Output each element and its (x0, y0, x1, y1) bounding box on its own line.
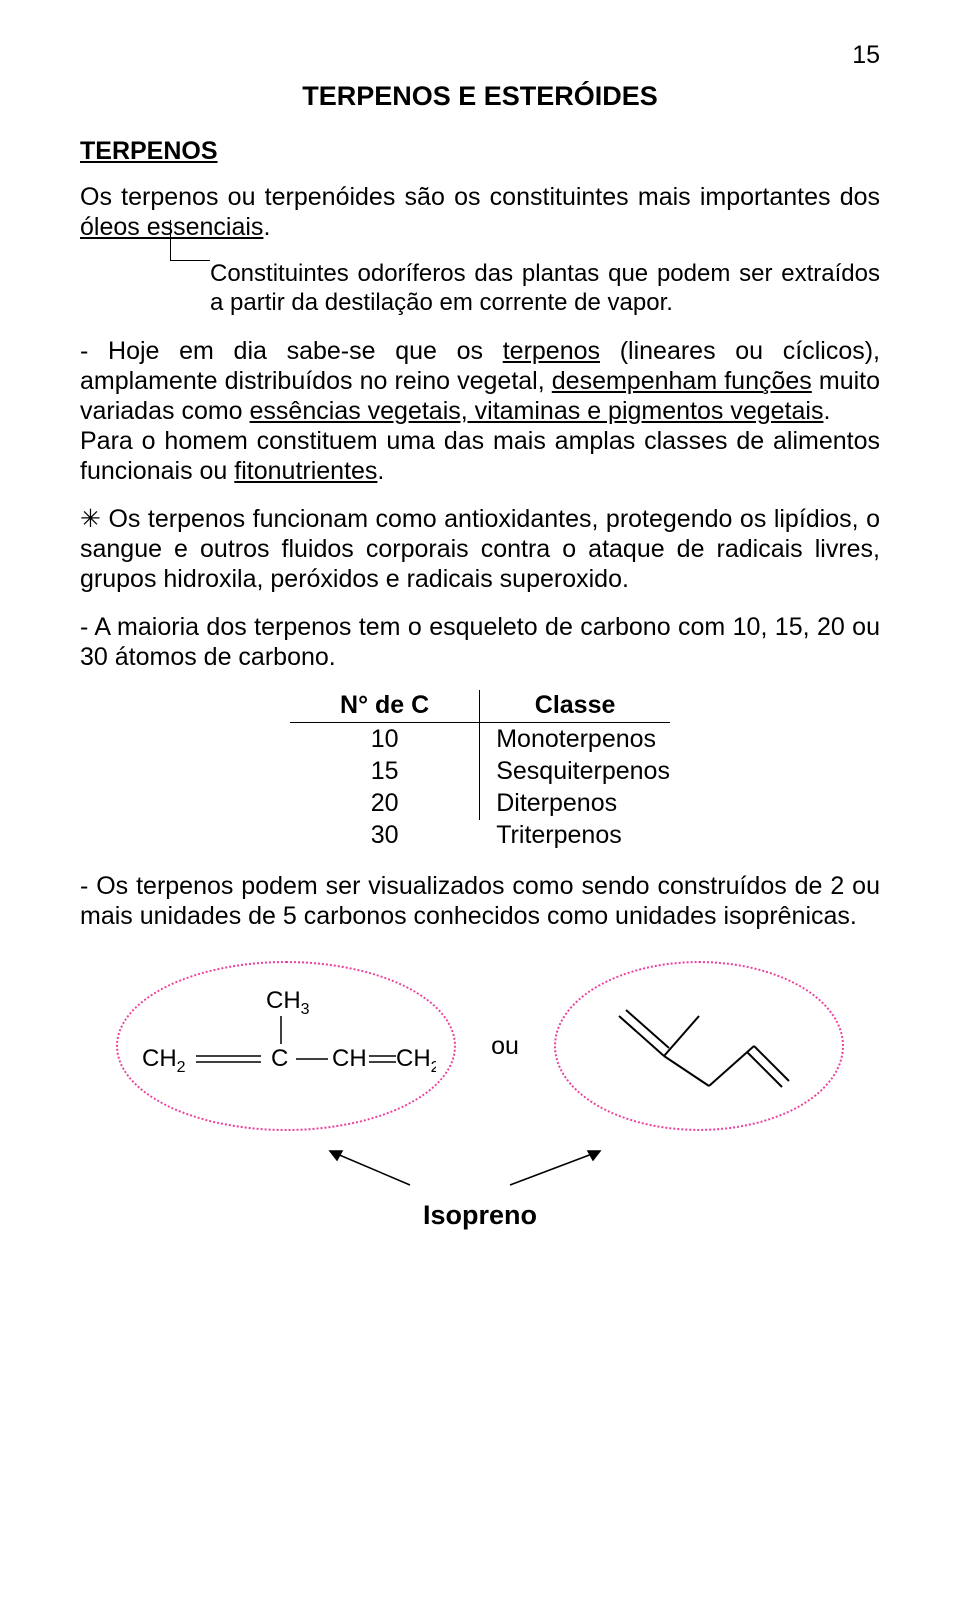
text-underline: desempenham funções (552, 367, 812, 395)
paragraph-2b: Para o homem constituem uma das mais amp… (80, 426, 880, 486)
table-cell: Triterpenos (480, 819, 670, 851)
ch2-text: CH2 (142, 1045, 186, 1076)
callout-box: Constituintes odoríferos das plantas que… (210, 260, 880, 318)
text-underline: essências vegetais, vitaminas e pigmento… (250, 397, 824, 425)
classes-table: N° de C 10 15 20 30 Classe Monoterpenos … (80, 690, 880, 851)
table-cell: 30 (290, 819, 479, 851)
text: . (823, 397, 830, 425)
paragraph-3: ✳ Os terpenos funcionam como antioxidant… (80, 504, 880, 594)
paragraph-5: - Os terpenos podem ser visualizados com… (80, 871, 880, 931)
isoprene-skeletal-icon (589, 986, 809, 1106)
paragraph-2: - Hoje em dia sabe-se que os terpenos (l… (80, 336, 880, 426)
ch3-text: CH3 (266, 987, 310, 1018)
formula-oval-right (554, 961, 844, 1131)
text: . (377, 457, 384, 485)
paragraph-4: - A maioria dos terpenos tem o esqueleto… (80, 612, 880, 672)
isopreno-label-wrap: Isopreno (80, 1145, 880, 1231)
table-cell: 15 (290, 755, 479, 787)
table-cell: Diterpenos (480, 787, 670, 819)
formula-oval-left: CH3 CH2 C CH CH2 (116, 961, 456, 1131)
text: . (263, 213, 270, 241)
table-cell: Monoterpenos (480, 723, 670, 755)
text: Para o homem constituem uma das mais amp… (80, 427, 880, 485)
arrows-icon (230, 1145, 730, 1195)
callout-text: Constituintes odoríferos das plantas que… (210, 260, 880, 318)
text: - Hoje em dia sabe-se que os (80, 337, 503, 365)
chemical-diagram-row: CH3 CH2 C CH CH2 ou (80, 961, 880, 1131)
page-number: 15 (80, 40, 880, 70)
text-underline: óleos essenciais (80, 213, 263, 241)
c-text: C (271, 1045, 288, 1072)
table-header: N° de C (290, 690, 479, 723)
ou-label: ou (491, 1031, 519, 1061)
section-label: TERPENOS (80, 136, 880, 166)
callout-connector-v (170, 220, 171, 260)
ch2-right-text: CH2 (396, 1045, 436, 1076)
isopreno-label: Isopreno (423, 1199, 537, 1231)
ch-text: CH (332, 1045, 367, 1072)
callout-connector-h (170, 260, 210, 261)
isoprene-formula-icon: CH3 CH2 C CH CH2 (136, 986, 436, 1106)
intro-paragraph: Os terpenos ou terpenóides são os consti… (80, 182, 880, 242)
text-underline: terpenos (503, 337, 600, 365)
table-col-1: N° de C 10 15 20 30 (290, 690, 479, 851)
text: Os terpenos ou terpenóides são os consti… (80, 183, 880, 211)
table-cell: 20 (290, 787, 479, 819)
table-cell: 10 (290, 723, 479, 755)
table-col-2: Classe Monoterpenos Sesquiterpenos Diter… (480, 690, 670, 851)
table-cell: Sesquiterpenos (480, 755, 670, 787)
text-underline: fitonutrientes (234, 457, 377, 485)
table-header: Classe (480, 690, 670, 723)
page-title: TERPENOS E ESTERÓIDES (80, 80, 880, 112)
